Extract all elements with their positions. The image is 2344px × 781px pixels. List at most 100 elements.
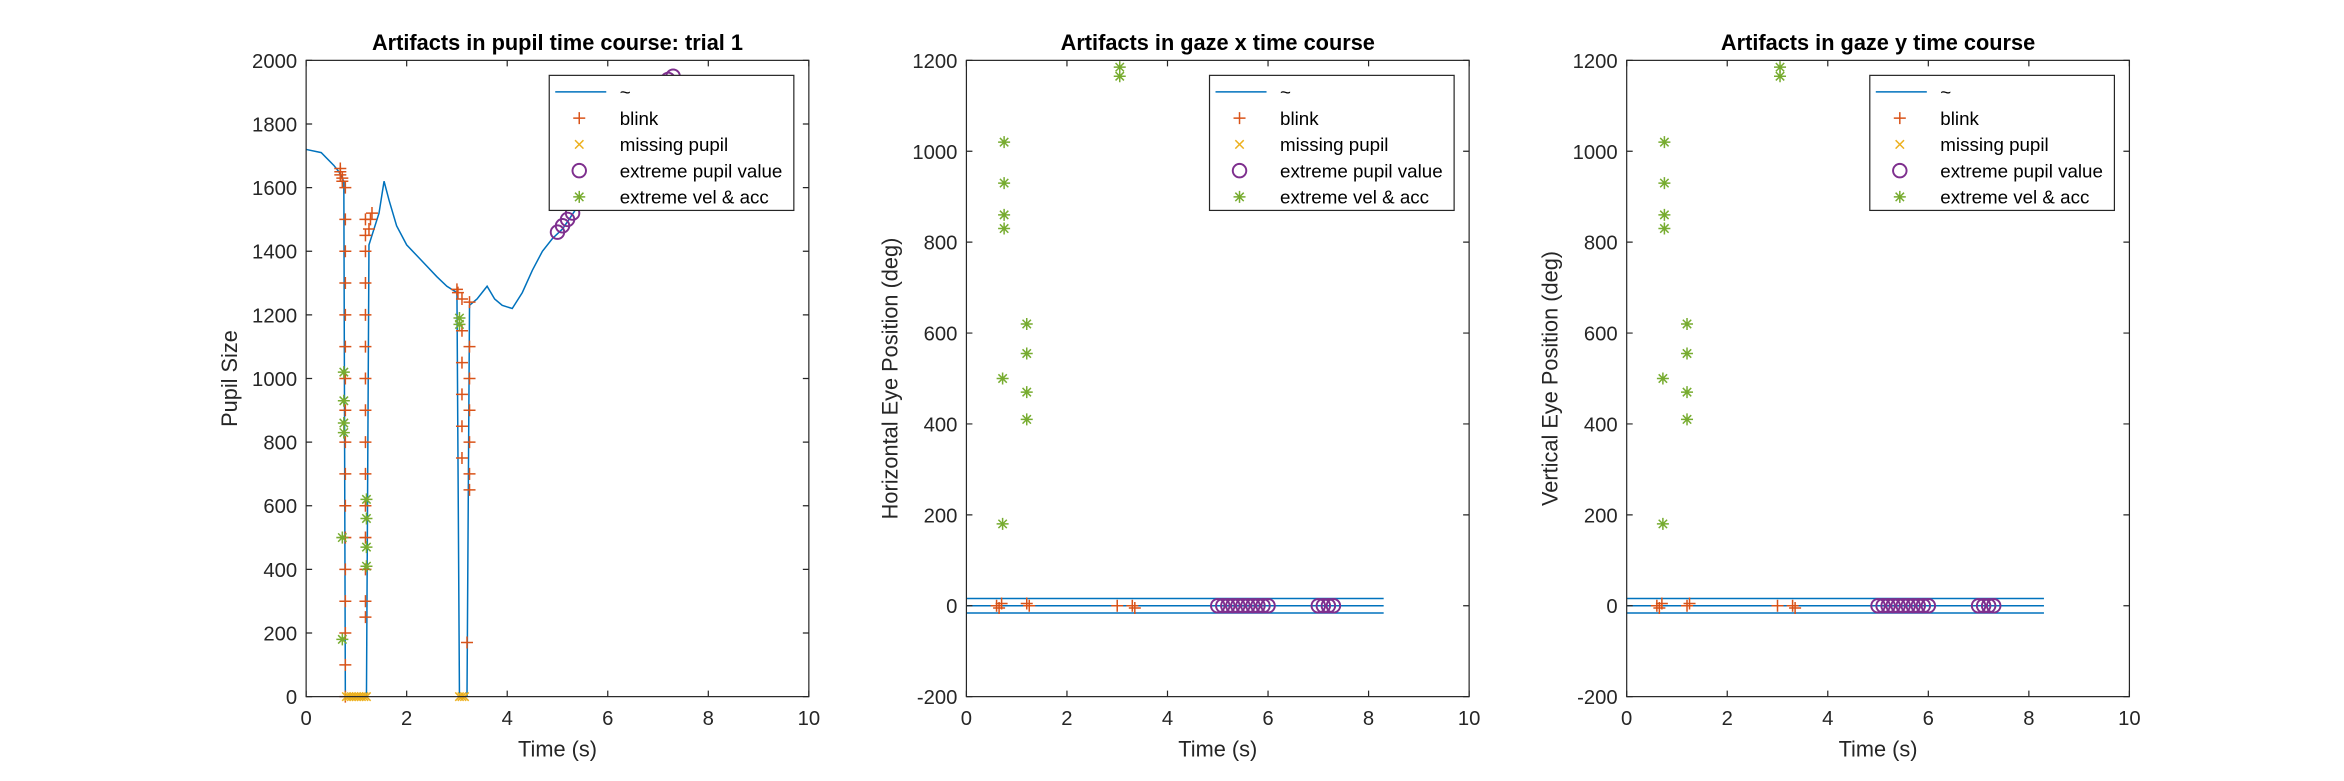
- data-point: [998, 177, 1011, 190]
- data-point: [998, 136, 1011, 149]
- y-tick-label: 1400: [252, 242, 297, 264]
- data-point: [463, 467, 476, 480]
- y-tick-label: 1600: [252, 178, 297, 200]
- data-point: [1215, 598, 1231, 614]
- data-point: [1900, 598, 1916, 614]
- data-point: [1235, 598, 1251, 614]
- data-point: [1230, 598, 1246, 614]
- data-point: [360, 560, 373, 573]
- x-axis-label: Time (s): [1178, 737, 1257, 762]
- data-point: [1245, 598, 1261, 614]
- data-point: [1658, 208, 1671, 221]
- data-point: [1210, 598, 1226, 614]
- data-point: [998, 222, 1011, 235]
- data-point: [339, 308, 352, 321]
- x-tick-label: 6: [1923, 708, 1934, 730]
- data-point: [990, 599, 1003, 612]
- y-tick-label: -200: [917, 687, 958, 709]
- data-point: [360, 541, 373, 554]
- x-tick-label: 10: [2118, 708, 2141, 730]
- data-point: [360, 493, 373, 506]
- y-tick-label: 1800: [252, 114, 297, 136]
- legend-label: extreme pupil value: [1940, 160, 2103, 181]
- data-point: [450, 283, 463, 296]
- legend-swatch: [1234, 139, 1245, 150]
- legend-swatch: [571, 162, 587, 179]
- data-point: [1020, 413, 1033, 426]
- data-point: [359, 436, 372, 449]
- data-point: [1656, 517, 1669, 530]
- data-point: [360, 512, 373, 525]
- legend-label: extreme pupil value: [620, 160, 783, 181]
- data-point: [1310, 598, 1327, 614]
- data-point: [1774, 70, 1787, 83]
- data-point: [460, 636, 474, 649]
- x-tick-label: 4: [1822, 708, 1833, 730]
- legend-box: [1208, 74, 1455, 212]
- x-tick-label: 8: [2023, 708, 2034, 730]
- x-tick-label: 2: [1061, 708, 1072, 730]
- legend-label: ~: [620, 82, 631, 103]
- data-point: [1885, 598, 1901, 614]
- x-tick-label: 6: [1262, 708, 1273, 730]
- legend-label: ~: [1280, 82, 1291, 103]
- data-point: [455, 292, 468, 305]
- y-tick-label: 2000: [252, 51, 297, 73]
- y-tick-label: 800: [263, 433, 297, 455]
- data-point: [337, 426, 350, 439]
- data-point: [334, 168, 347, 181]
- legend-swatch: [573, 112, 586, 125]
- x-axis-label: Time (s): [1839, 737, 1918, 762]
- x-tick-label: 0: [1621, 708, 1632, 730]
- y-tick-label: 1200: [252, 305, 297, 327]
- data-point: [1020, 317, 1033, 330]
- x-tick-label: 2: [1722, 708, 1733, 730]
- chart-title: Artifacts in gaze y time course: [1721, 30, 2035, 55]
- data-point: [1980, 598, 1997, 614]
- data-point: [1774, 61, 1787, 74]
- data-point: [1655, 597, 1668, 610]
- data-point: [463, 404, 476, 417]
- chart-title: Artifacts in gaze x time course: [1061, 30, 1375, 55]
- plot-area: [1626, 597, 2044, 614]
- legend-label: extreme pupil value: [1280, 160, 1443, 181]
- data-point: [339, 181, 352, 194]
- data-point: [451, 286, 464, 299]
- legend-swatch: [1231, 162, 1248, 179]
- data-point: [359, 467, 372, 480]
- data-point: [455, 452, 468, 465]
- x-tick-label: 4: [502, 708, 513, 730]
- data-point: [463, 436, 476, 449]
- y-tick-label: 1000: [1573, 142, 1618, 164]
- data-point: [996, 372, 1009, 385]
- data-point: [359, 595, 372, 608]
- data-point: [1890, 598, 1906, 614]
- data-point: [1250, 598, 1266, 614]
- data-point: [995, 597, 1008, 610]
- data-point: [1920, 598, 1937, 614]
- y-axis-label: Pupil Size: [217, 330, 242, 427]
- x-tick-label: 4: [1162, 708, 1173, 730]
- data-point: [337, 417, 350, 430]
- data-point: [1255, 598, 1271, 614]
- y-tick-label: 1200: [912, 51, 957, 73]
- data-point: [1985, 598, 2002, 614]
- legend-label: blink: [1280, 108, 1319, 129]
- data-point: [1658, 222, 1671, 235]
- plot-area: [966, 597, 1384, 614]
- legend-swatch: [1233, 190, 1246, 203]
- y-tick-label: 200: [1584, 505, 1618, 527]
- chart-title: Artifacts in pupil time course: trial 1: [372, 30, 743, 55]
- data-point: [1681, 599, 1694, 612]
- data-point: [339, 245, 352, 258]
- data-point: [336, 531, 349, 544]
- data-point: [453, 318, 466, 331]
- data-point: [336, 633, 349, 646]
- x-tick-label: 0: [300, 708, 311, 730]
- data-point: [1113, 61, 1126, 74]
- data-point: [1020, 386, 1033, 399]
- data-point: [1681, 386, 1694, 399]
- data-point: [1683, 597, 1696, 610]
- data-point: [1880, 598, 1896, 614]
- data-point: [339, 277, 352, 290]
